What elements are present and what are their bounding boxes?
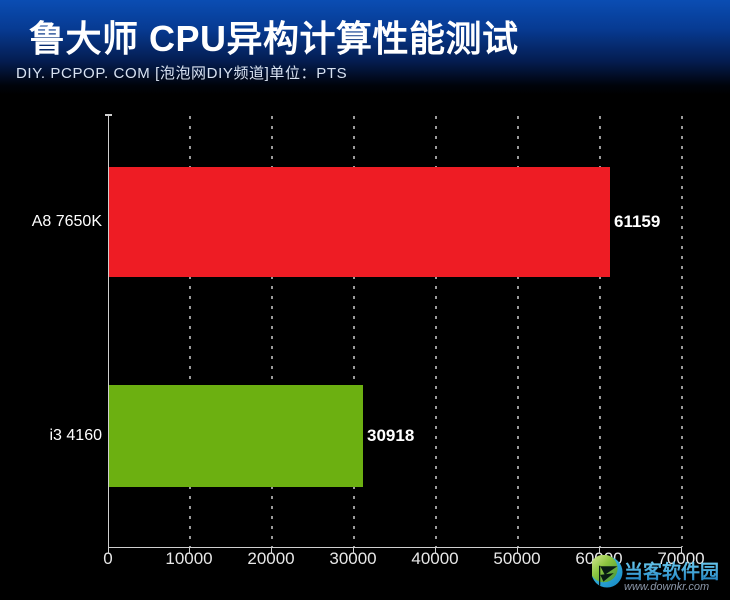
svg-text:当客软件园: 当客软件园: [624, 560, 719, 583]
svg-text:www.downkr.com: www.downkr.com: [624, 581, 709, 593]
